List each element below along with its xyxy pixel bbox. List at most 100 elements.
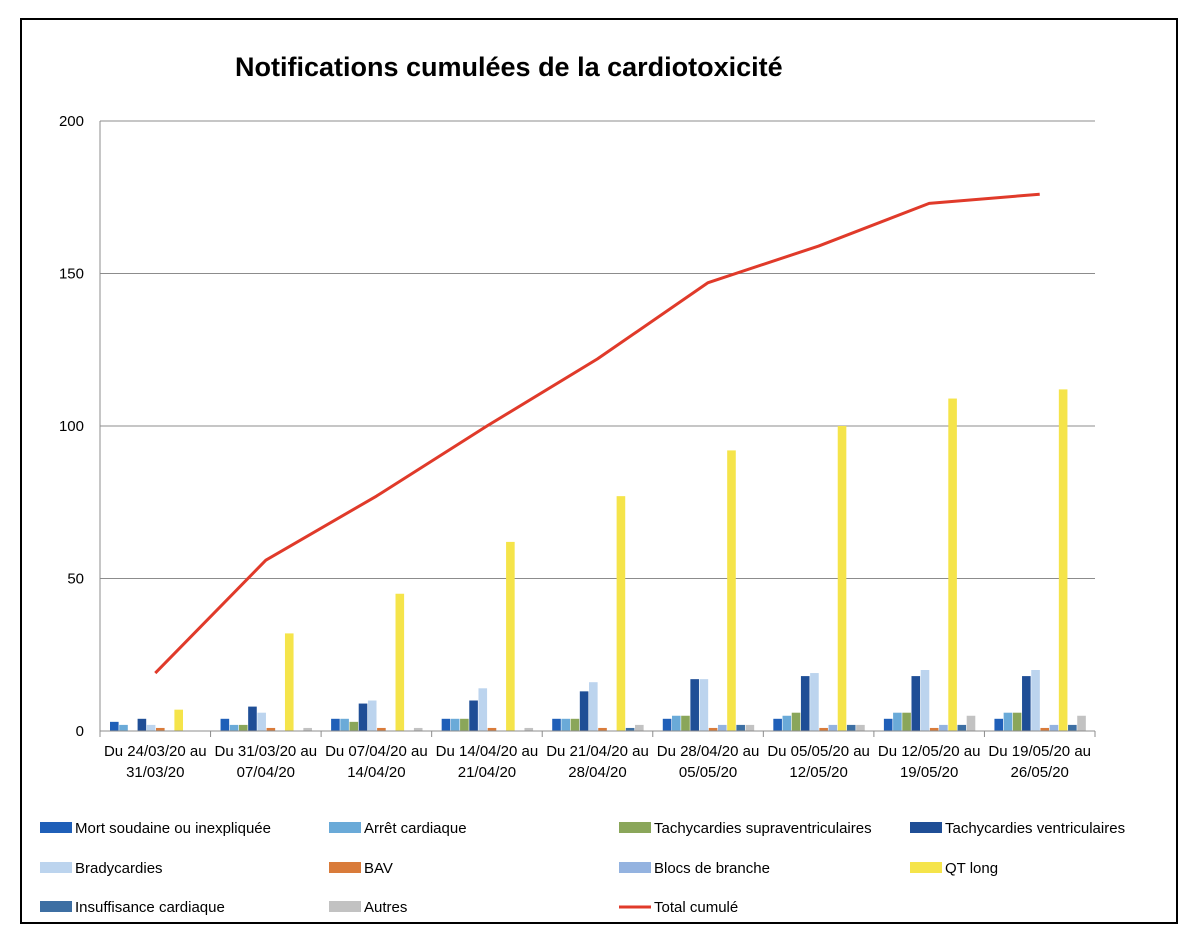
bar xyxy=(920,670,930,731)
total-cumule-line xyxy=(154,192,1040,675)
y-tick-label: 0 xyxy=(76,723,84,740)
legend-label: Tachycardies ventriculaires xyxy=(945,820,1125,837)
legend-label: BAV xyxy=(364,860,393,877)
bar xyxy=(506,541,515,731)
bar xyxy=(1058,389,1068,731)
legend-label: Arrêt cardiaque xyxy=(364,820,467,837)
bar xyxy=(349,721,359,731)
bar xyxy=(828,724,838,731)
y-tick-label: 50 xyxy=(67,571,84,588)
bar xyxy=(1077,715,1086,731)
bar xyxy=(174,709,183,731)
bar xyxy=(635,724,644,731)
bar xyxy=(340,718,349,731)
bar xyxy=(156,727,165,731)
bar xyxy=(570,718,580,731)
bar xyxy=(819,727,828,731)
bar xyxy=(303,727,312,731)
bar xyxy=(589,682,598,731)
legend-label: Mort soudaine ou inexpliquée xyxy=(75,820,271,837)
bar xyxy=(846,724,856,731)
legend-label: Autres xyxy=(364,899,407,916)
bar xyxy=(966,715,976,731)
bar xyxy=(1049,724,1059,731)
bar xyxy=(671,715,681,731)
bar xyxy=(478,688,488,731)
x-category-label: 31/03/20 xyxy=(126,764,184,781)
bar xyxy=(561,718,571,731)
bar xyxy=(837,426,847,731)
legend-swatch xyxy=(619,862,651,873)
x-category-label: Du 07/04/20 au xyxy=(325,743,428,760)
bar xyxy=(598,727,607,731)
bar xyxy=(524,727,534,731)
legend-swatch xyxy=(329,862,361,873)
bar xyxy=(1012,712,1022,731)
legend-swatch xyxy=(40,822,72,833)
x-category-label: Du 19/05/20 au xyxy=(988,743,1091,760)
x-category-label: Du 05/05/20 au xyxy=(767,743,870,760)
bar xyxy=(745,724,755,731)
x-category-label: Du 14/04/20 au xyxy=(436,743,539,760)
bar xyxy=(616,496,626,731)
bar xyxy=(238,724,248,731)
bar xyxy=(367,700,377,731)
x-category-label: 05/05/20 xyxy=(679,764,737,781)
bars xyxy=(110,389,1086,731)
legend-swatch xyxy=(40,901,72,912)
x-category-label: 14/04/20 xyxy=(347,764,405,781)
bar xyxy=(460,718,469,731)
total-line xyxy=(154,192,1040,675)
y-axis-ticks: 0 50 100 150 200 xyxy=(59,113,84,740)
bar xyxy=(395,593,405,731)
bar xyxy=(552,718,561,731)
gridlines xyxy=(99,120,1095,731)
bar xyxy=(146,724,156,731)
x-category-label: 12/05/20 xyxy=(789,764,847,781)
legend-swatch xyxy=(910,862,942,873)
x-category-label: 28/04/20 xyxy=(568,764,626,781)
bar xyxy=(929,727,939,731)
bar xyxy=(284,633,294,731)
y-tick-label: 150 xyxy=(59,266,84,283)
x-axis xyxy=(99,730,1096,737)
bar xyxy=(717,724,727,731)
x-category-label: Du 21/04/20 au xyxy=(546,743,649,760)
y-tick-label: 200 xyxy=(59,113,84,130)
bar xyxy=(883,718,893,731)
bar xyxy=(902,712,911,731)
x-category-label: 19/05/20 xyxy=(900,764,958,781)
legend-label: QT long xyxy=(945,860,998,877)
chart-title: Notifications cumulées de la cardiotoxic… xyxy=(235,52,783,82)
bar xyxy=(939,724,948,731)
bar xyxy=(220,718,230,731)
legend: Mort soudaine ou inexpliquée Arrêt cardia… xyxy=(40,820,1125,916)
bar xyxy=(791,712,801,731)
bar xyxy=(579,691,589,731)
bar xyxy=(331,718,340,731)
chart-frame: Notifications cumulées de la cardiotoxic… xyxy=(20,18,1178,924)
bar xyxy=(248,706,257,731)
bar xyxy=(625,727,635,731)
bar xyxy=(690,679,699,731)
bar xyxy=(110,721,119,731)
x-category-label: Du 31/03/20 au xyxy=(215,743,318,760)
bar xyxy=(948,398,957,731)
legend-swatch xyxy=(40,862,72,873)
bar xyxy=(1022,676,1031,731)
bar xyxy=(727,450,736,731)
bar xyxy=(487,727,497,731)
bar xyxy=(893,712,902,731)
x-category-label: Du 28/04/20 au xyxy=(657,743,760,760)
x-category-label: 21/04/20 xyxy=(458,764,516,781)
legend-label: Blocs de branche xyxy=(654,860,770,877)
bar xyxy=(413,727,423,731)
x-category-label: Du 24/03/20 au xyxy=(104,743,207,760)
legend-swatch xyxy=(910,822,942,833)
legend-swatch xyxy=(329,901,361,912)
bar xyxy=(229,724,239,731)
x-category-label: 26/05/20 xyxy=(1011,764,1069,781)
bar xyxy=(994,718,1004,731)
bar xyxy=(377,727,386,731)
bar xyxy=(662,718,672,731)
